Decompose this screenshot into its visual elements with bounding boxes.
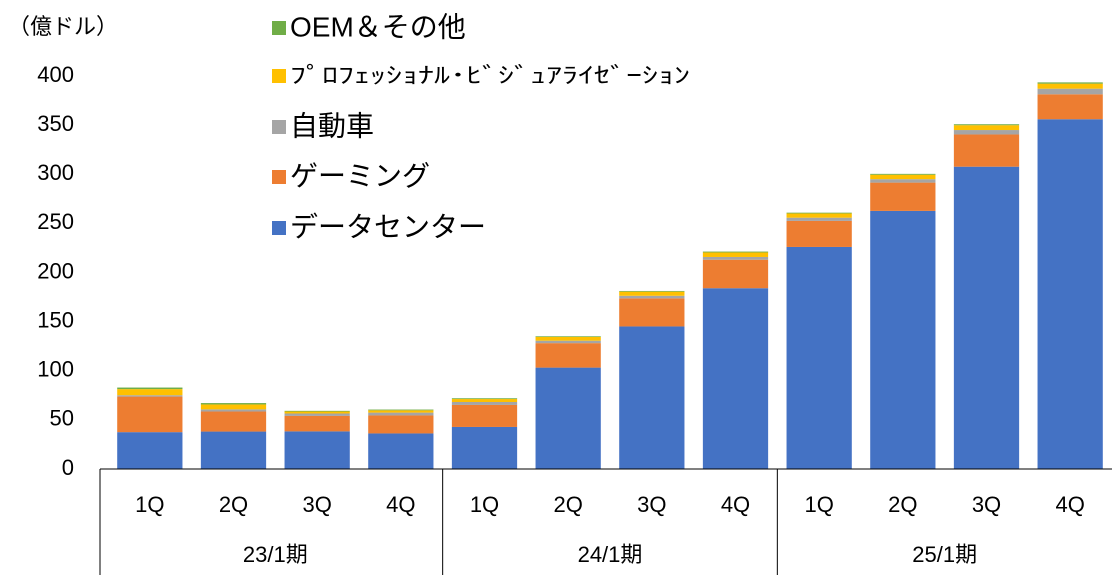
bar-segment <box>451 401 518 405</box>
bar-segment <box>535 367 601 469</box>
legend-swatch <box>272 170 286 184</box>
bar-segment <box>786 220 852 247</box>
bar-segment <box>284 413 350 416</box>
bar-segment <box>284 415 350 432</box>
bar-segment <box>117 387 183 390</box>
legend-swatch <box>272 21 286 35</box>
bar-segment <box>368 433 434 469</box>
bar-segment <box>200 404 267 410</box>
bar-segment <box>368 415 434 434</box>
bar-segment <box>619 290 685 292</box>
group-label: 25/1期 <box>912 542 977 567</box>
legend-swatch <box>272 120 286 134</box>
bar-segment <box>117 396 183 433</box>
bar-segment <box>200 431 267 469</box>
legend-label: ゲーミング <box>290 160 430 191</box>
x-tick-label: 1Q <box>804 492 833 517</box>
bar-segment <box>619 326 685 469</box>
x-tick-label: 2Q <box>553 492 582 517</box>
x-tick-label: 2Q <box>888 492 917 517</box>
x-tick-label: 1Q <box>470 492 499 517</box>
bar-segment <box>953 124 1020 126</box>
bar-segment <box>535 336 601 337</box>
bar-segment <box>117 432 183 469</box>
x-tick-label: 3Q <box>972 492 1001 517</box>
y-tick-label: 350 <box>37 111 74 136</box>
bar-segment <box>870 174 936 180</box>
bar-segment <box>786 246 852 469</box>
y-tick-label: 150 <box>37 307 74 332</box>
y-tick-label: 100 <box>37 357 74 382</box>
bar-segment <box>1037 88 1103 95</box>
bar-segment <box>870 173 936 175</box>
y-tick-label: 50 <box>50 406 74 431</box>
bar-segment <box>284 411 350 414</box>
bar-segment <box>702 256 769 260</box>
bar-segment <box>284 431 350 469</box>
x-tick-label: 3Q <box>302 492 331 517</box>
bar-segment <box>786 217 852 221</box>
y-tick-label: 400 <box>37 62 74 87</box>
bar-segment <box>117 389 183 396</box>
bar-segment <box>870 179 936 183</box>
bar-segment <box>535 340 601 344</box>
bar-segment <box>702 288 769 469</box>
x-tick-label: 4Q <box>386 492 415 517</box>
bar-segment <box>702 251 769 253</box>
y-tick-label: 0 <box>62 455 74 480</box>
group-label: 23/1期 <box>243 542 308 567</box>
bar-segment <box>451 426 518 469</box>
bar-segment <box>870 210 936 469</box>
bar-segment <box>953 134 1020 167</box>
bar-segment <box>451 399 518 402</box>
legend-label: データセンター <box>290 211 486 242</box>
legend-label: OEM＆その他 <box>290 11 466 42</box>
legend-label: 自動車 <box>290 110 374 141</box>
legend-swatch <box>272 221 286 235</box>
bar-segment <box>368 409 434 411</box>
bar-segment <box>1037 82 1103 84</box>
legend-swatch <box>272 69 286 83</box>
y-tick-label: 200 <box>37 258 74 283</box>
bar-segment <box>619 295 685 299</box>
bar-segment <box>619 298 685 327</box>
bar-segment <box>535 336 601 341</box>
bar-segment <box>702 259 769 289</box>
bar-segment <box>953 166 1020 469</box>
x-tick-label: 1Q <box>135 492 164 517</box>
bar-segment <box>953 130 1020 135</box>
bar-segment <box>702 252 769 257</box>
bar-segment <box>451 398 518 400</box>
bar-segment <box>953 125 1020 131</box>
bar-segment <box>619 291 685 296</box>
x-tick-label: 4Q <box>721 492 750 517</box>
x-tick-label: 2Q <box>219 492 248 517</box>
bar-segment <box>368 410 434 413</box>
bar-segment <box>786 213 852 218</box>
bar-segment <box>870 182 936 211</box>
y-tick-label: 300 <box>37 160 74 185</box>
bar-segment <box>200 409 267 412</box>
bar-segment <box>368 412 434 416</box>
bar-segment <box>1037 94 1103 120</box>
x-tick-label: 4Q <box>1055 492 1084 517</box>
bar-segment <box>451 404 518 427</box>
group-label: 24/1期 <box>578 542 643 567</box>
bar-segment <box>1037 119 1103 469</box>
bar-segment <box>200 411 267 432</box>
bar-segment <box>200 403 267 405</box>
y-tick-label: 250 <box>37 209 74 234</box>
y-unit-label: （億ドル） <box>8 14 118 39</box>
bar-segment <box>1037 83 1103 89</box>
legend-label: ﾌﾟﾛﾌｪｯｼｮﾅﾙ･ﾋﾞｼﾞｭｱﾗｲｾﾞｰｼｮﾝ <box>290 63 690 88</box>
bar-segment <box>117 395 183 397</box>
bar-segment <box>786 212 852 214</box>
x-tick-label: 3Q <box>637 492 666 517</box>
bar-segment <box>535 343 601 368</box>
bar-segment <box>284 410 350 412</box>
